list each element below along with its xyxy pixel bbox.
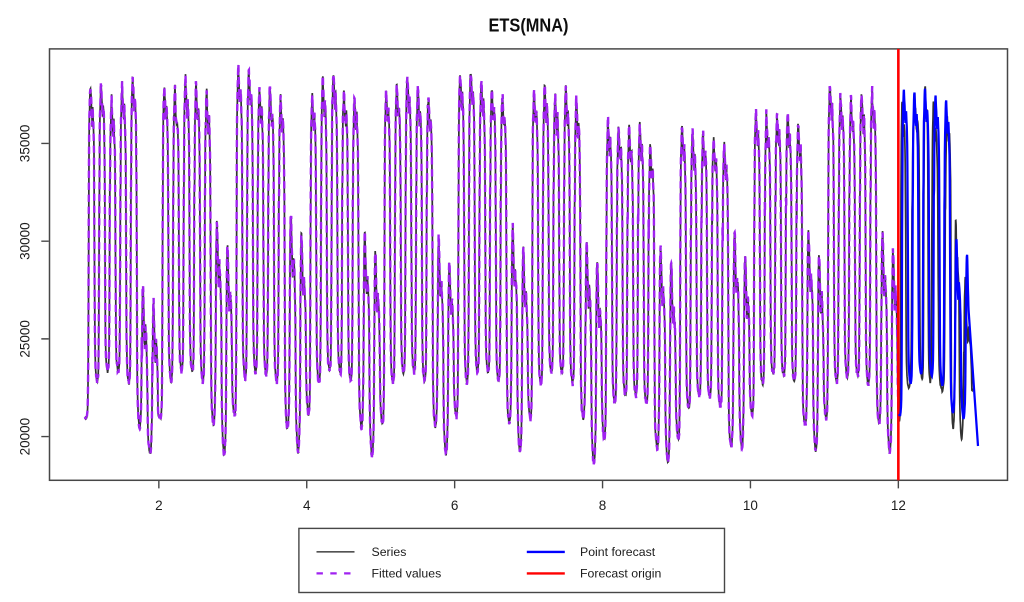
svg-text:12: 12: [891, 498, 906, 513]
svg-text:2: 2: [155, 498, 163, 513]
svg-text:Forecast origin: Forecast origin: [580, 567, 661, 581]
svg-text:Series: Series: [372, 545, 407, 559]
svg-text:4: 4: [303, 498, 311, 513]
svg-text:ETS(MNA): ETS(MNA): [489, 14, 569, 35]
svg-text:35000: 35000: [18, 125, 33, 163]
svg-text:20000: 20000: [18, 418, 33, 456]
svg-text:Fitted values: Fitted values: [372, 567, 442, 581]
svg-text:8: 8: [599, 498, 607, 513]
svg-text:6: 6: [451, 498, 459, 513]
svg-text:25000: 25000: [18, 320, 33, 358]
svg-text:10: 10: [743, 498, 758, 513]
svg-text:30000: 30000: [18, 222, 33, 260]
svg-text:Point forecast: Point forecast: [580, 545, 656, 559]
